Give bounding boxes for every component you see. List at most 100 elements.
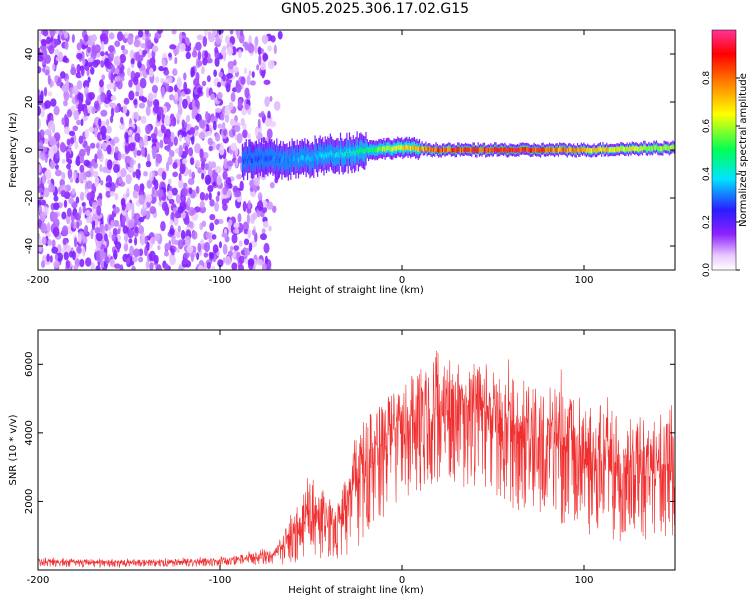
heatmap-cell <box>246 74 251 86</box>
heatmap-cell <box>490 147 492 152</box>
heatmap-cell <box>86 145 91 156</box>
heatmap-cell <box>212 173 217 180</box>
heatmap-cell <box>100 180 104 186</box>
heatmap-cell <box>342 153 344 158</box>
heatmap-cell <box>222 45 227 52</box>
heatmap-cell <box>130 58 135 65</box>
heatmap-cell <box>63 100 68 107</box>
heatmap-cell <box>157 106 164 116</box>
heatmap-cell <box>53 260 60 268</box>
heatmap-cell <box>537 147 539 153</box>
heatmap-cell <box>643 145 645 151</box>
heatmap-cell <box>567 147 570 153</box>
heatmap-cell <box>598 146 600 152</box>
heatmap-cell <box>247 132 251 139</box>
heatmap-cell <box>272 156 274 162</box>
y-tick-label: 20 <box>24 96 35 109</box>
heatmap-cell <box>190 208 197 215</box>
heatmap-cell <box>74 212 79 220</box>
heatmap-cell <box>46 253 50 263</box>
heatmap-cell <box>170 119 177 127</box>
heatmap-cell <box>166 146 171 152</box>
heatmap-cell <box>113 220 120 227</box>
heatmap-cell <box>511 147 514 153</box>
heatmap-cell <box>48 183 54 193</box>
heatmap-cell <box>204 30 208 37</box>
heatmap-cell <box>51 246 59 254</box>
heatmap-cell <box>206 75 211 83</box>
heatmap-cell <box>204 174 212 185</box>
heatmap-cell <box>94 226 101 235</box>
heatmap-cell <box>148 67 154 78</box>
heatmap-cell <box>74 141 79 150</box>
heatmap-cell <box>106 125 112 134</box>
heatmap-cell <box>72 85 79 96</box>
heatmap-cell <box>210 93 215 101</box>
heatmap-cell <box>102 266 108 270</box>
heatmap-cell <box>417 147 419 152</box>
heatmap-cell <box>228 219 233 227</box>
heatmap-cell <box>664 145 667 150</box>
heatmap-cell <box>269 156 272 161</box>
heatmap-cell <box>161 86 166 97</box>
heatmap-cell <box>176 111 181 120</box>
heatmap-cell <box>496 147 498 153</box>
heatmap-cell <box>570 147 572 153</box>
heatmap-cell <box>181 196 185 202</box>
heatmap-cell <box>254 156 256 162</box>
heatmap-cell <box>128 90 135 101</box>
heatmap-cell <box>139 87 144 97</box>
heatmap-cell <box>202 151 209 159</box>
heatmap-cell <box>241 157 244 163</box>
heatmap-cell <box>235 227 240 235</box>
top-ylabel: Frequency (Hz) <box>8 112 19 188</box>
heatmap-cell <box>256 64 260 71</box>
heatmap-cell <box>44 100 52 109</box>
heatmap-cell <box>260 233 267 241</box>
heatmap-cell <box>38 66 42 74</box>
heatmap-cell <box>160 220 166 232</box>
heatmap-cell <box>257 118 261 129</box>
heatmap-cell <box>410 145 412 151</box>
heatmap-cell <box>402 146 404 151</box>
heatmap-cell <box>539 148 542 154</box>
heatmap-cell <box>119 264 124 270</box>
heatmap-cell <box>332 152 334 158</box>
heatmap-cell <box>182 158 188 165</box>
heatmap-cell <box>90 49 97 61</box>
heatmap-cell <box>87 57 94 63</box>
heatmap-cell <box>128 136 135 143</box>
heatmap-cell <box>503 147 505 153</box>
heatmap-cell <box>178 264 183 270</box>
heatmap-cell <box>100 125 107 137</box>
heatmap-cell <box>99 79 104 88</box>
heatmap-cell <box>96 250 101 261</box>
heatmap-cell <box>38 31 42 42</box>
heatmap-cell <box>227 60 234 70</box>
heatmap-cell <box>543 147 545 153</box>
heatmap-cell <box>164 250 169 257</box>
heatmap-cell <box>592 147 594 153</box>
heatmap-cell <box>52 63 56 71</box>
heatmap-cell <box>551 147 553 153</box>
heatmap-cell <box>636 146 638 152</box>
heatmap-cell <box>397 144 399 150</box>
heatmap-cell <box>399 145 402 151</box>
heatmap-cell <box>427 146 430 152</box>
heatmap-cell <box>292 156 294 162</box>
heatmap-cell <box>224 113 230 123</box>
heatmap-cell <box>183 252 190 259</box>
heatmap-cell <box>169 228 175 236</box>
heatmap-cell <box>477 146 479 152</box>
heatmap-cell <box>350 150 352 156</box>
heatmap-cell <box>144 30 150 36</box>
heatmap-cell <box>250 158 252 164</box>
heatmap-cell <box>126 187 130 194</box>
heatmap-cell <box>234 190 242 198</box>
heatmap-cell <box>177 206 184 214</box>
heatmap-cell <box>90 228 94 240</box>
heatmap-cell <box>370 147 372 153</box>
heatmap-cell <box>573 147 575 153</box>
heatmap-cell <box>288 156 291 162</box>
heatmap-cell <box>113 55 121 67</box>
